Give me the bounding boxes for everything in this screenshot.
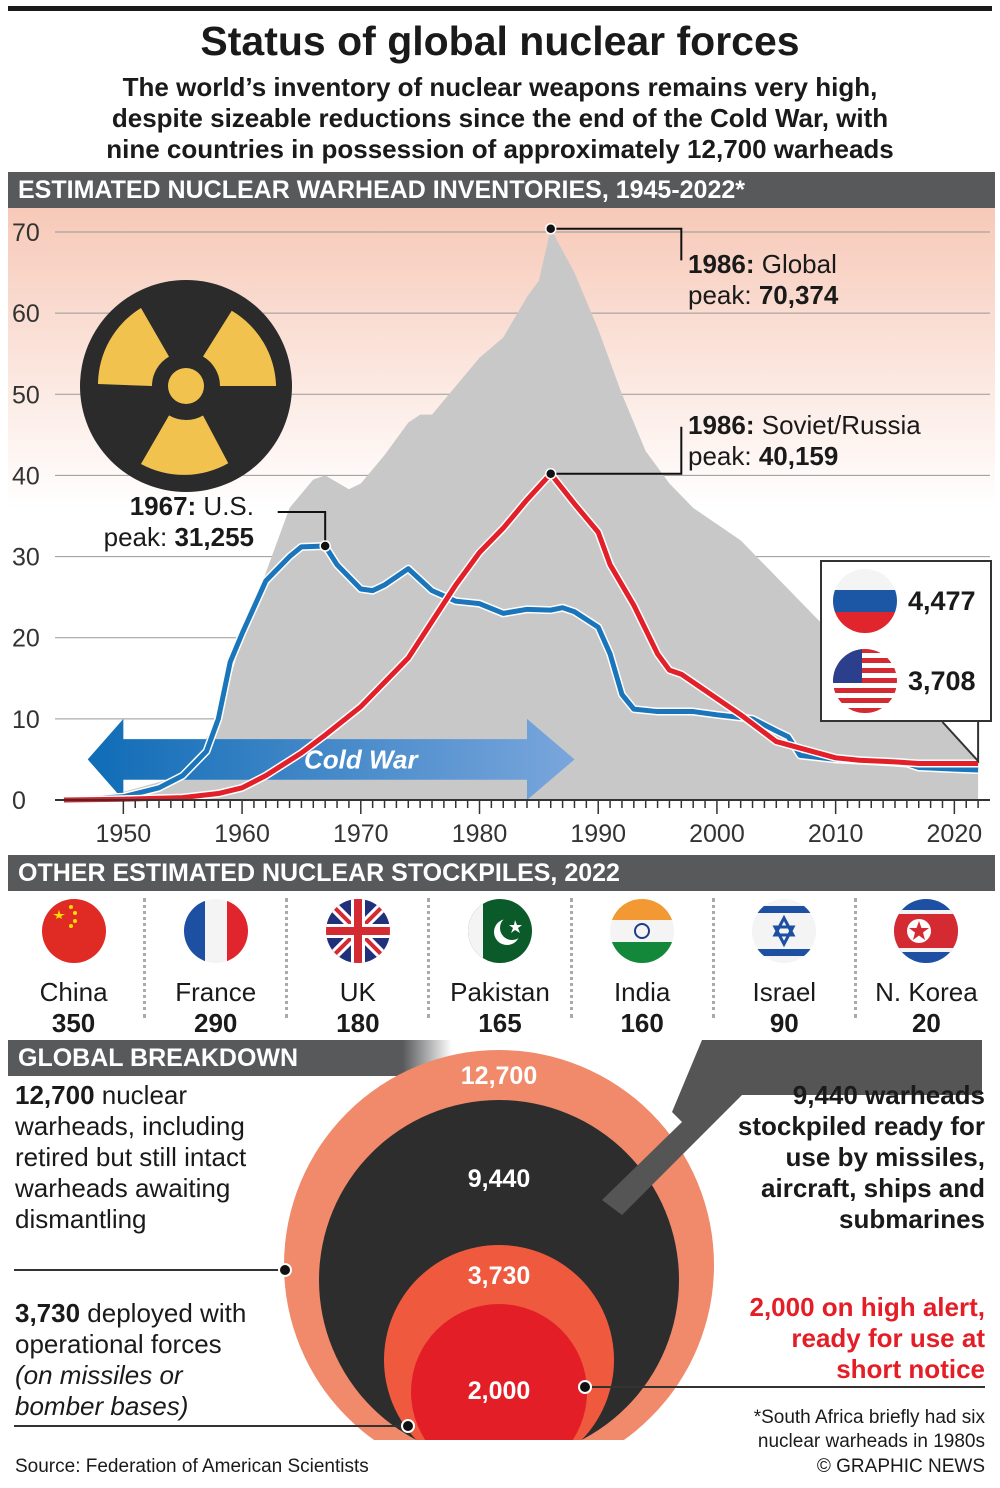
subtitle-line: The world’s inventory of nuclear weapons… <box>122 72 878 102</box>
section-header-other-stockpiles: OTHER ESTIMATED NUCLEAR STOCKPILES, 2022 <box>8 855 995 891</box>
warhead-count: 290 <box>194 1008 238 1038</box>
russia-latest-value: 4,477 <box>908 586 976 616</box>
footnote: *South Africa briefly had six nuclear wa… <box>753 1407 985 1452</box>
india-flag-icon <box>610 899 675 963</box>
warhead-count: 350 <box>51 1008 96 1038</box>
annotation-soviet-peak: 1986: Soviet/Russia peak: 40,159 <box>688 410 921 471</box>
separator <box>853 898 857 1018</box>
russia-flag-icon <box>833 569 897 633</box>
y-tick-label: 30 <box>12 544 40 572</box>
label-stockpiled: 9,440 <box>467 1165 531 1193</box>
pakistan-flag-icon <box>467 899 532 963</box>
stockpile-pakistan: Pakistan 165 <box>430 898 569 1038</box>
annotation-global-peak: 1986: Global peak: 70,374 <box>688 249 839 310</box>
france-flag-icon <box>183 899 248 963</box>
separator <box>711 898 715 1018</box>
breakdown-circles <box>14 1040 985 1440</box>
leader-global <box>550 227 683 261</box>
breakdown-text-deployed: 3,730 deployed with operational forces (o… <box>15 1298 247 1421</box>
y-tick-label: 40 <box>12 462 40 490</box>
warhead-count: 20 <box>911 1008 941 1038</box>
series-russia-line <box>63 471 979 803</box>
circle-alert <box>411 1304 587 1440</box>
country-name: Israel <box>752 977 817 1007</box>
subtitle-line: nine countries in possession of approxim… <box>106 134 894 164</box>
north-korea-flag-icon <box>894 899 959 963</box>
x-tick-label: 1950 <box>96 820 152 848</box>
stockpile-north-korea: N. Korea 20 <box>857 898 996 1038</box>
stockpiles-row: China 350 France 290 UK 180 Pakistan 165 India 16… <box>4 898 996 1038</box>
warhead-count: 180 <box>336 1008 380 1038</box>
annotation-us-peak: 1967: U.S. peak: 31,255 <box>103 491 254 552</box>
y-tick-label: 20 <box>12 625 40 653</box>
breakdown-text-alert: 2,000 on high alert, ready for use at sh… <box>749 1292 985 1384</box>
warhead-count: 90 <box>769 1008 799 1038</box>
leader-russia <box>550 426 683 475</box>
x-tick-label: 2020 <box>927 820 983 848</box>
y-tick-label: 60 <box>12 300 40 328</box>
series-global-area <box>64 228 979 801</box>
top-rule <box>8 6 992 11</box>
arrow-stockpiled <box>602 1040 982 1215</box>
y-tick-label: 0 <box>12 787 26 815</box>
section-header-inventories: ESTIMATED NUCLEAR WARHEAD INVENTORIES, 1… <box>8 172 995 208</box>
stockpile-china: China 350 <box>4 898 143 1038</box>
warhead-count: 165 <box>478 1008 522 1038</box>
y-tick-label: 10 <box>12 706 40 734</box>
series-us-line <box>63 543 979 803</box>
subtitle: The world’s inventory of nuclear weapons… <box>0 72 1000 165</box>
peak-marker-us <box>319 540 331 552</box>
x-tick-label: 1960 <box>214 820 270 848</box>
y-tick-label: 70 <box>12 219 40 247</box>
latest-box-pointer <box>941 721 980 764</box>
leader-us <box>277 510 327 547</box>
page-title: Status of global nuclear forces <box>200 18 800 64</box>
x-tick-label: 1990 <box>570 820 626 848</box>
label-deployed: 3,730 <box>467 1262 531 1290</box>
y-tick-label: 50 <box>12 381 40 409</box>
breakdown-text-total: 12,700 nuclear warheads, including retir… <box>15 1080 247 1234</box>
radiation-icon <box>80 280 294 494</box>
country-name: N. Korea <box>875 977 978 1007</box>
label-total: 12,700 <box>460 1062 538 1090</box>
us-latest-value: 3,708 <box>908 666 976 696</box>
uk-flag-icon <box>325 899 390 963</box>
stockpile-israel: Israel 90 <box>715 898 854 1038</box>
country-name: France <box>175 977 257 1007</box>
cold-war-label: Cold War <box>304 744 420 774</box>
country-name: UK <box>339 977 376 1007</box>
stockpile-india: India 160 <box>573 898 712 1038</box>
stockpile-uk: UK 180 <box>288 898 427 1038</box>
us-flag-icon <box>833 649 897 713</box>
country-name: Pakistan <box>450 977 550 1007</box>
x-tick-label: 1970 <box>333 820 389 848</box>
subtitle-line: despite sizeable reductions since the en… <box>111 103 889 133</box>
country-name: China <box>39 977 108 1007</box>
peak-marker-global <box>544 223 557 235</box>
inventory-chart: Cold War 0 10 20 30 40 50 60 70 1950 1960 1970 1980… <box>8 208 995 848</box>
label-alert: 2,000 <box>467 1377 531 1405</box>
country-name: India <box>613 977 671 1007</box>
separator <box>569 898 573 1018</box>
source: Source: Federation of American Scientist… <box>15 1456 369 1477</box>
credit: © GRAPHIC NEWS <box>816 1456 985 1477</box>
peak-marker-russia <box>544 468 557 480</box>
stockpile-france: France 290 <box>146 898 285 1038</box>
israel-flag-icon <box>752 899 817 963</box>
latest-values-box: 4,477 3,708 <box>820 560 992 722</box>
x-tick-label: 2000 <box>689 820 745 848</box>
china-flag-icon <box>41 899 106 963</box>
x-tick-label: 2010 <box>808 820 864 848</box>
separator <box>143 898 147 1018</box>
x-tick-label: 1980 <box>452 820 508 848</box>
warhead-count: 160 <box>620 1008 664 1038</box>
separator <box>427 898 431 1018</box>
separator <box>285 898 289 1018</box>
breakdown-text-stockpiled: 9,440 warheads stockpiled ready for use … <box>737 1080 985 1234</box>
